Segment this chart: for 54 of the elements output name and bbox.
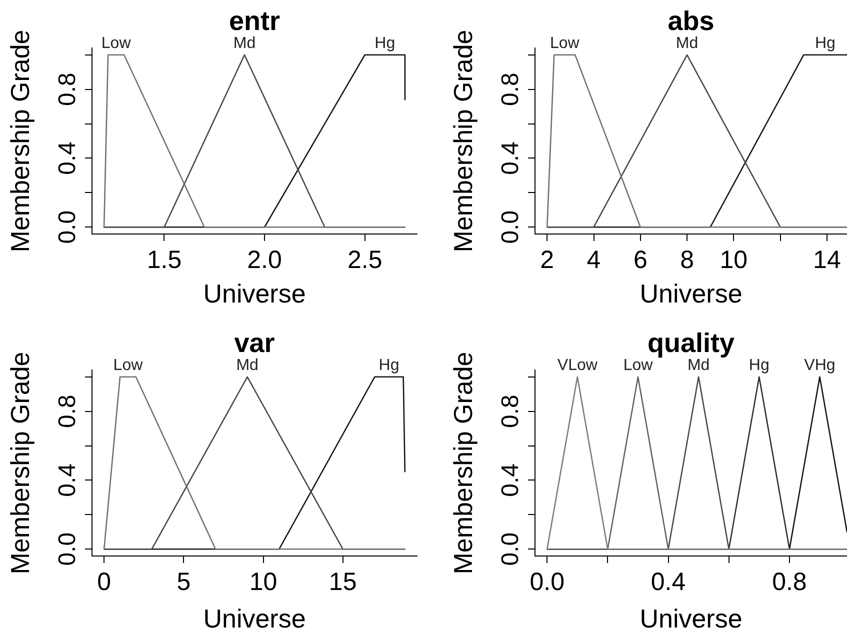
x-tick-label: 1.5 <box>146 246 182 274</box>
x-axis-title: Universe <box>203 278 306 309</box>
chart-title: abs <box>668 6 714 36</box>
series-label: Md <box>676 34 698 52</box>
y-tick-label: 0.0 <box>496 532 524 566</box>
chart-title: quality <box>647 328 735 358</box>
x-tick-label: 2.5 <box>347 246 382 274</box>
series-label: Hg <box>374 34 396 52</box>
y-axis-title: Membership Grade <box>4 352 35 574</box>
x-tick-label: 10 <box>720 246 748 274</box>
series-label: Low <box>101 34 132 52</box>
x-tick-label: 2 <box>540 246 554 274</box>
series-label: Low <box>550 34 580 52</box>
series-label: Hg <box>378 356 400 374</box>
x-tick-label: 0 <box>97 568 112 596</box>
y-axis-title: Membership Grade <box>448 352 478 574</box>
x-tick-label: 6 <box>633 246 648 274</box>
x-tick-label: 0.0 <box>530 568 564 596</box>
y-tick-label: 0.8 <box>496 394 524 428</box>
y-tick-label: 0.0 <box>54 210 81 244</box>
series-label: Md <box>233 34 256 52</box>
x-tick-label: 10 <box>249 568 278 596</box>
x-tick-label: 8 <box>680 246 694 274</box>
x-tick-label: 5 <box>176 568 191 596</box>
x-tick-label: 2.0 <box>247 246 282 274</box>
y-tick-label: 0.4 <box>496 464 524 497</box>
x-axis-title: Universe <box>640 278 742 309</box>
series-label: Low <box>113 356 144 374</box>
series-label: VLow <box>557 356 598 374</box>
x-tick-label: 15 <box>328 568 357 596</box>
chart-title: var <box>234 328 276 358</box>
series-label: Low <box>623 356 654 374</box>
y-tick-label: 0.0 <box>496 210 524 244</box>
y-tick-label: 0.0 <box>54 532 81 566</box>
y-tick-label: 0.8 <box>54 72 81 106</box>
chart-title: entr <box>228 6 280 36</box>
x-tick-label: 4 <box>586 246 601 274</box>
y-tick-label: 0.8 <box>496 72 524 106</box>
x-tick-label: 0.8 <box>772 568 807 596</box>
series-label: Hg <box>814 34 836 52</box>
y-tick-label: 0.4 <box>54 464 81 497</box>
y-tick-label: 0.8 <box>54 394 81 428</box>
x-tick-label: 14 <box>813 246 841 274</box>
y-tick-label: 0.4 <box>54 142 81 175</box>
y-axis-title: Membership Grade <box>448 30 478 252</box>
x-tick-label: 0.4 <box>650 568 686 596</box>
series-label: Md <box>236 356 258 374</box>
series-label: Hg <box>748 356 770 374</box>
series-label: VHg <box>804 356 836 374</box>
y-axis-title: Membership Grade <box>4 30 35 252</box>
series-label: Md <box>687 356 710 374</box>
x-axis-title: Universe <box>640 604 742 634</box>
x-axis-title: Universe <box>203 604 306 634</box>
y-tick-label: 0.4 <box>496 142 524 175</box>
